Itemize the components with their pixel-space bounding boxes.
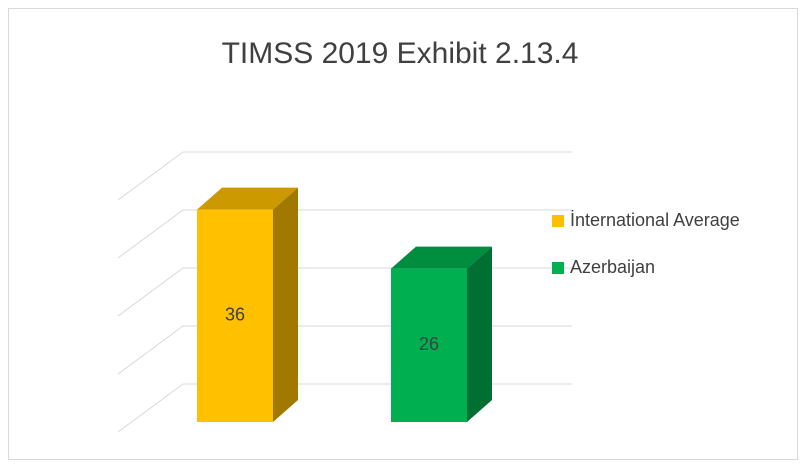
grid-line — [117, 209, 572, 259]
legend-swatch — [552, 215, 564, 227]
bar-side — [467, 246, 492, 422]
legend-label: Azerbaijan — [570, 257, 655, 277]
bar-top — [197, 187, 298, 210]
bar-top — [391, 246, 492, 269]
grid-line — [117, 151, 572, 201]
data-label: 26 — [419, 334, 439, 354]
data-label: 36 — [225, 305, 245, 325]
legend-swatch — [552, 262, 564, 274]
bar-side — [273, 187, 298, 422]
bar — [197, 209, 273, 422]
chart-title: TIMSS 2019 Exhibit 2.13.4 — [222, 37, 579, 70]
legend-label: İnternational Average — [570, 210, 740, 230]
bar — [391, 268, 467, 422]
